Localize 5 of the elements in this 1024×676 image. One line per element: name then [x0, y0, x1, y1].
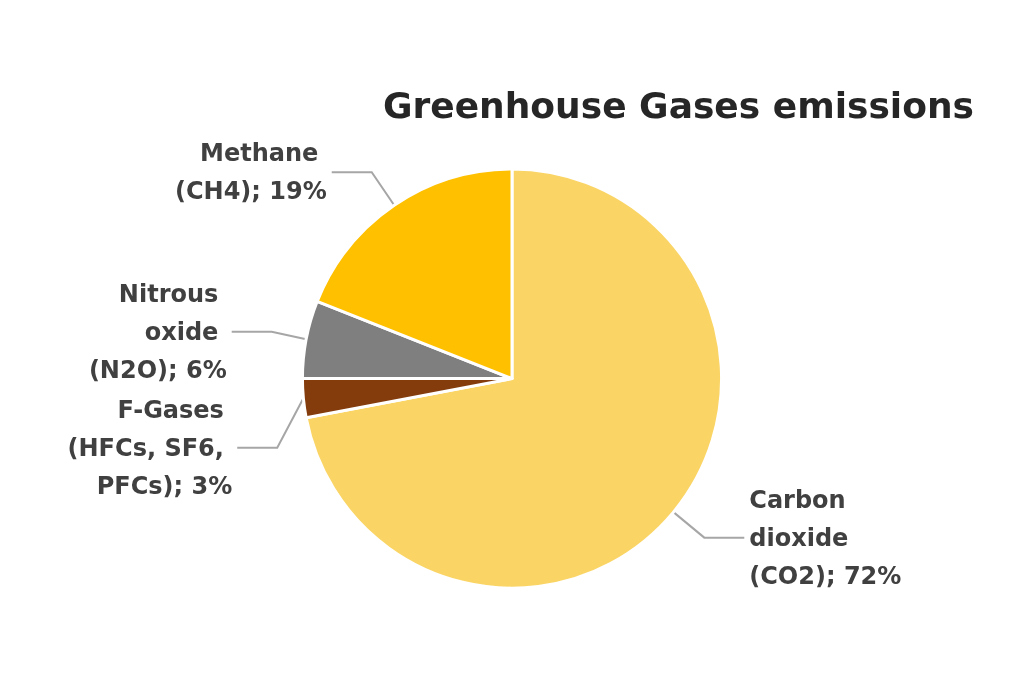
slice-label: Nitrous oxide (N2O); 6% [88, 279, 227, 384]
chart-title: Greenhouse Gases emissions [382, 84, 974, 126]
slice-label: Methane (CH4); 19% [174, 139, 327, 206]
slice-label: Carbon dioxide (CO2); 72% [749, 485, 902, 590]
slice-label: F-Gases (HFCs, SF6, PFCs); 3% [67, 395, 233, 500]
